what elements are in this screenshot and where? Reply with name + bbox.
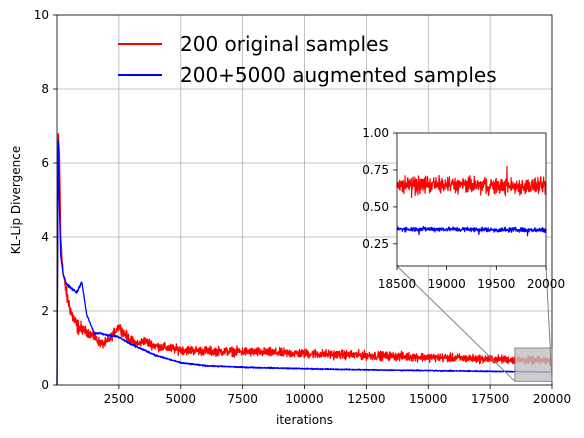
inset-y-tick-label: 0.75	[362, 163, 389, 177]
inset-series-original-line	[396, 165, 547, 199]
y-tick-label: 10	[34, 8, 49, 22]
zoom-connector-line	[545, 265, 553, 382]
main-ticks: 2500 5000 7500 10000 12500 15000 17500 20000 0 2 4…	[34, 8, 571, 406]
inset-y-tick-label: 0.25	[362, 237, 389, 251]
x-tick-label: 10000	[285, 392, 323, 406]
series-augmented-line	[56, 140, 553, 386]
x-tick-label: 17500	[471, 392, 509, 406]
series-original-line	[56, 133, 553, 385]
x-tick-label: 20000	[533, 392, 571, 406]
y-tick-label: 6	[41, 156, 49, 170]
x-tick-label: 2500	[104, 392, 135, 406]
inset-x-tick-label: 19500	[477, 277, 515, 291]
y-tick-label: 0	[41, 378, 49, 392]
x-tick-label: 5000	[165, 392, 196, 406]
inset-ticks: 18500 19000 19500 20000 0.25 0.50 0.75 1.00	[362, 126, 565, 291]
inset-x-tick-label: 19000	[428, 277, 466, 291]
x-tick-label: 7500	[227, 392, 258, 406]
inset-x-tick-label: 18500	[378, 277, 416, 291]
main-series	[56, 133, 553, 386]
legend: 200 original samples 200+5000 augmented …	[118, 32, 497, 87]
zoom-connector-line	[396, 265, 516, 382]
y-tick-label: 8	[41, 82, 49, 96]
x-tick-label: 15000	[409, 392, 447, 406]
x-tick-label: 12500	[347, 392, 385, 406]
zoom-region-indicator	[514, 347, 553, 382]
legend-label-original: 200 original samples	[180, 32, 389, 56]
inset-series	[396, 165, 547, 237]
inset-background	[397, 133, 546, 266]
inset-y-tick-label: 1.00	[362, 126, 389, 140]
inset-y-tick-label: 0.50	[362, 200, 389, 214]
y-tick-label: 2	[41, 304, 49, 318]
x-axis-label: iterations	[276, 413, 333, 427]
inset-x-tick-label: 20000	[527, 277, 565, 291]
inset-plot-frame	[396, 132, 547, 267]
y-tick-label: 4	[41, 230, 49, 244]
legend-label-augmented: 200+5000 augmented samples	[180, 63, 497, 87]
inset-series-augmented-line	[396, 225, 547, 237]
y-axis-label: KL-Lip Divergence	[9, 146, 23, 255]
